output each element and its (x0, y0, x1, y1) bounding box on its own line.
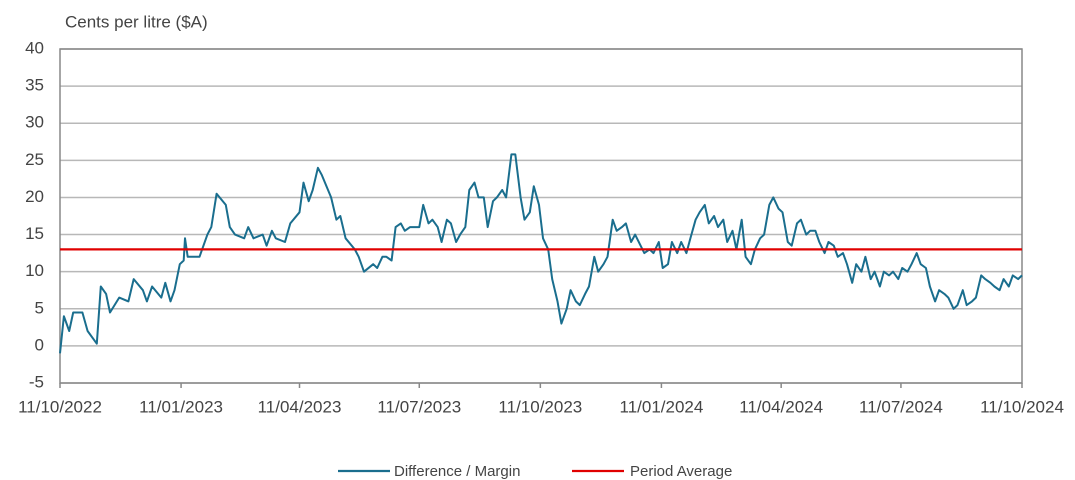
x-tick-label: 11/04/2023 (258, 397, 342, 416)
x-tick-label: 11/10/2022 (18, 397, 102, 416)
y-tick-label: 20 (25, 187, 44, 206)
x-tick-label: 11/01/2024 (620, 397, 704, 416)
x-tick-label: 11/10/2023 (498, 397, 582, 416)
plot-frame (59, 48, 1023, 384)
legend-label: Difference / Margin (394, 463, 520, 480)
data-line (59, 153, 1023, 354)
y-tick-label: 15 (25, 224, 44, 243)
y-tick-label: 25 (25, 150, 44, 169)
legend-label: Period Average (630, 463, 732, 480)
y-tick-label: 5 (35, 298, 44, 317)
y-tick-label: 35 (25, 76, 44, 95)
y-tick-label: 40 (25, 38, 44, 57)
x-tick-label: 11/01/2023 (139, 397, 223, 416)
x-tick-label: 11/04/2024 (739, 397, 823, 416)
y-tick-label: -5 (29, 372, 44, 391)
x-tick-label: 11/07/2024 (859, 397, 943, 416)
y-tick-label: 0 (35, 335, 44, 354)
x-tick-label: 11/10/2024 (980, 397, 1064, 416)
x-tick-label: 11/07/2023 (377, 397, 461, 416)
y-tick-label: 10 (25, 261, 44, 280)
y-axis-label: Cents per litre ($A) (65, 12, 208, 31)
y-tick-label: 30 (25, 113, 44, 132)
